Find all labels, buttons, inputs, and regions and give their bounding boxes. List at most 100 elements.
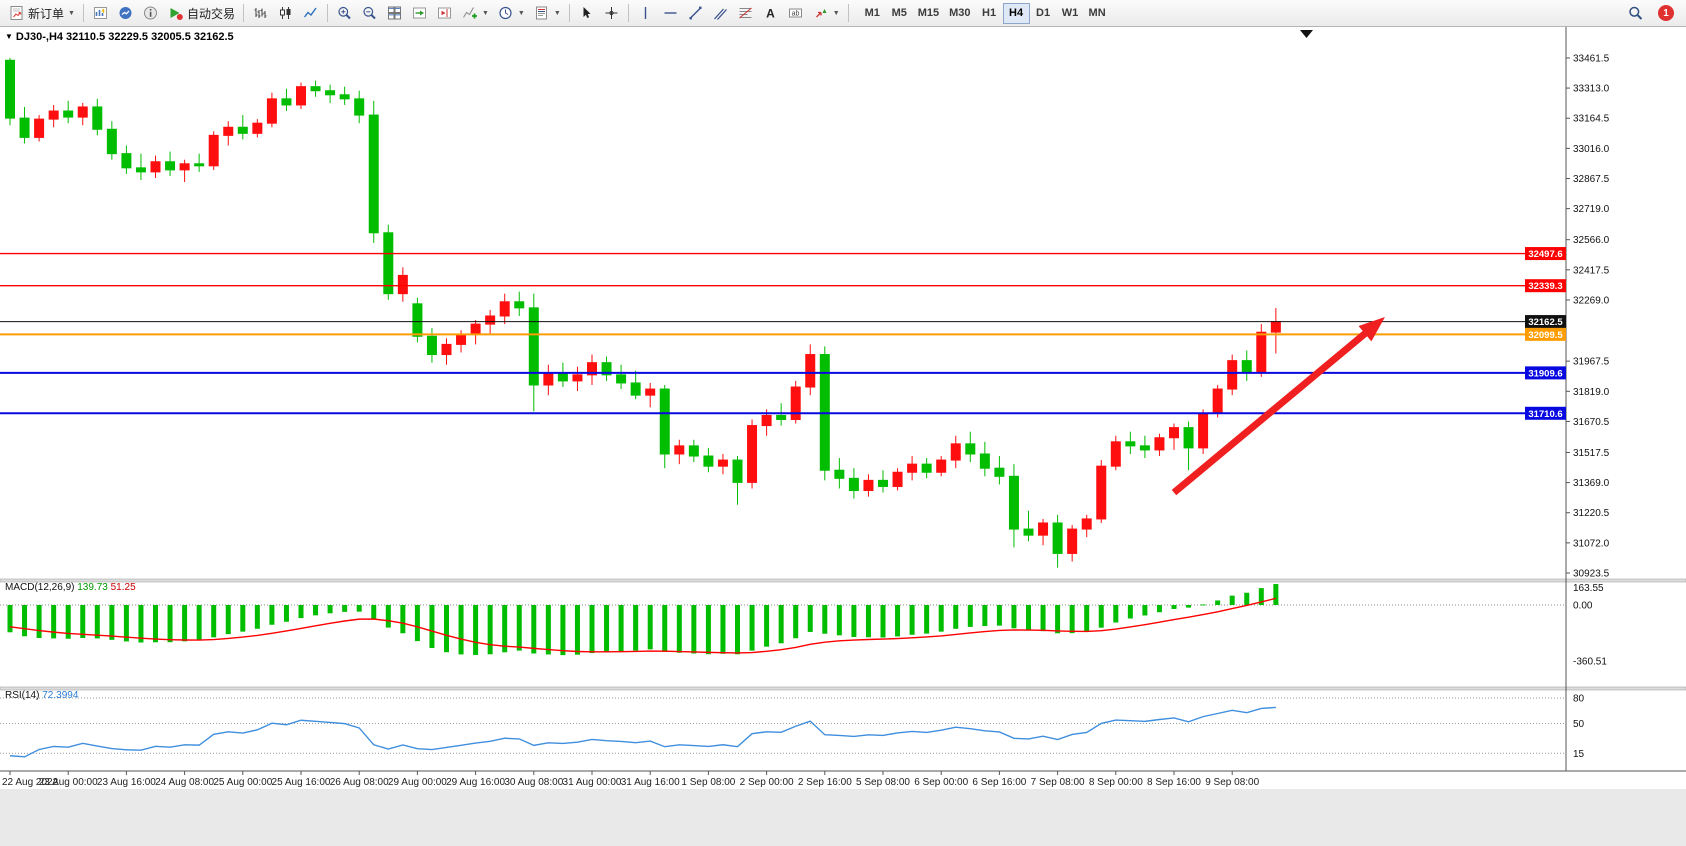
time-tick-label: 23 Aug 00:00 (39, 777, 98, 788)
candle-body (747, 425, 758, 483)
macd-histogram-bar (182, 605, 188, 642)
timeframe-button-mn[interactable]: MN (1084, 3, 1111, 24)
candle-body (1096, 465, 1107, 520)
timeframe-button-d1[interactable]: D1 (1030, 3, 1057, 24)
fibonacci-icon (738, 7, 752, 19)
candle-body (1125, 441, 1136, 447)
data-window-button[interactable] (138, 2, 163, 25)
pane-divider[interactable] (0, 686, 1686, 691)
cursor-icon (583, 7, 591, 18)
timeframe-button-m5[interactable]: M5 (886, 3, 913, 24)
arrows-button[interactable]: ▼ (808, 2, 844, 25)
price-tick-label: 32566.0 (1573, 235, 1610, 246)
horizontal-line-icon (664, 12, 677, 14)
channel-icon (713, 8, 727, 20)
chart-shift-marker-icon[interactable] (1300, 30, 1313, 38)
candle-body (717, 459, 728, 467)
timeframe-button-m1[interactable]: M1 (859, 3, 886, 24)
auto-scroll-icon (412, 7, 426, 19)
bar-chart-button[interactable] (248, 2, 273, 25)
candle-body (645, 388, 656, 396)
candle-body (194, 163, 205, 167)
macd-histogram-bar (1200, 604, 1206, 606)
text-label-button[interactable]: ab (783, 2, 808, 25)
macd-histogram-bar (589, 605, 595, 654)
template-icon (535, 6, 547, 20)
zoom-out-button[interactable] (357, 2, 382, 25)
candlestick-chart-button[interactable] (273, 2, 298, 25)
macd-histogram-bar (604, 605, 610, 652)
pane-divider[interactable] (0, 578, 1686, 583)
text-button[interactable]: A (758, 2, 783, 25)
macd-scale-label: 163.55 (1573, 583, 1604, 594)
chart-canvas[interactable]: 33461.5 33313.0 33164.5 33016.0 32867.5 32719… (0, 27, 1686, 789)
market-watch-button[interactable] (113, 2, 138, 25)
macd-histogram-bar (487, 605, 493, 655)
line-chart-icon (303, 7, 317, 18)
macd-histogram-bar (865, 605, 871, 638)
macd-name: MACD(12,26,9) (5, 582, 75, 593)
macd-histogram-bar (167, 605, 173, 643)
macd-histogram-bar (836, 605, 842, 636)
time-tick-label: 29 Aug 16:00 (446, 777, 505, 788)
templates-button[interactable]: ▼ (529, 2, 565, 25)
new-order-icon (10, 6, 23, 20)
chart-shift-button[interactable] (432, 2, 457, 25)
zoom-in-icon (338, 6, 351, 20)
equidistant-channel-button[interactable] (708, 2, 733, 25)
fibonacci-button[interactable] (733, 2, 758, 25)
macd-histogram-bar (764, 605, 770, 647)
macd-histogram-bar (444, 605, 449, 653)
crosshair-button[interactable] (599, 2, 624, 25)
macd-histogram-bar (735, 605, 740, 655)
macd-value-main: 139.73 (77, 582, 108, 593)
candle-body (1256, 331, 1267, 374)
candle-body (1023, 528, 1034, 536)
notification-badge[interactable]: 1 (1658, 5, 1674, 21)
price-tick-label: 31072.0 (1573, 538, 1610, 549)
symbol-marker-icon: ▼ (5, 32, 13, 41)
auto-scroll-button[interactable] (407, 2, 432, 25)
search-button[interactable] (1623, 2, 1648, 25)
candle-body (776, 414, 787, 420)
macd-histogram-bar (924, 605, 930, 634)
toolbar-right: 1 (1623, 2, 1682, 25)
toolbar-separator (242, 4, 244, 22)
candle-body (310, 86, 321, 92)
cursor-button[interactable] (574, 2, 599, 25)
trend-arrow[interactable] (1171, 329, 1369, 496)
new-chart-button[interactable] (88, 2, 113, 25)
timeframe-button-w1[interactable]: W1 (1057, 3, 1084, 24)
line-chart-button[interactable] (298, 2, 323, 25)
chart-title-text: DJ30-,H4 32110.5 32229.5 32005.5 32162.5 (15, 31, 234, 43)
trendline-button[interactable] (683, 2, 708, 25)
vertical-line-button[interactable] (633, 2, 658, 25)
macd-histogram-bar (80, 605, 86, 639)
price-tick-label: 31819.0 (1573, 387, 1610, 398)
timeframe-button-h1[interactable]: H1 (976, 3, 1003, 24)
time-tick-label: 7 Sep 08:00 (1031, 777, 1085, 788)
new-order-button[interactable]: 新订单 ▼ (4, 2, 79, 25)
macd-histogram-bar (996, 605, 1002, 626)
periods-button[interactable]: ▼ (493, 2, 529, 25)
candle-body (1008, 475, 1019, 530)
macd-histogram-bar (967, 605, 973, 627)
price-tick-label: 33313.0 (1573, 84, 1610, 95)
indicators-button[interactable]: ▼ (457, 2, 493, 25)
horizontal-line-button[interactable] (658, 2, 683, 25)
timeframe-button-m15[interactable]: M15 (913, 3, 944, 24)
macd-histogram-bar (385, 605, 391, 628)
candle-body (368, 114, 379, 234)
timeframe-button-h4[interactable]: H4 (1002, 2, 1030, 24)
candle-body (572, 374, 583, 382)
candle-body (296, 86, 306, 106)
svg-text:A: A (766, 7, 775, 21)
tile-windows-button[interactable] (382, 2, 407, 25)
candle-body (5, 59, 15, 119)
macd-histogram-bar (1215, 600, 1221, 605)
macd-histogram-bar (574, 605, 580, 655)
timeframe-button-m30[interactable]: M30 (944, 3, 975, 24)
trend-arrow-head[interactable] (1358, 317, 1385, 342)
auto-trading-button[interactable]: 自动交易 (163, 2, 239, 25)
zoom-in-button[interactable] (332, 2, 357, 25)
